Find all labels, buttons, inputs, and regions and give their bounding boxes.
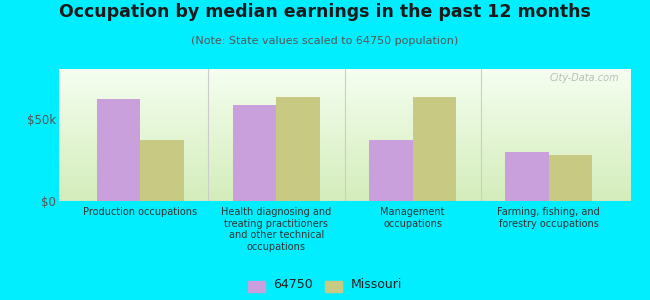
Text: Production occupations: Production occupations <box>83 207 198 217</box>
Bar <box>549 155 592 201</box>
Text: Farming, fishing, and
forestry occupations: Farming, fishing, and forestry occupatio… <box>497 207 600 229</box>
Text: City-Data.com: City-Data.com <box>549 73 619 83</box>
Text: (Note: State values scaled to 64750 population): (Note: State values scaled to 64750 popu… <box>191 36 459 46</box>
Bar <box>233 105 276 201</box>
Bar <box>505 152 549 201</box>
Text: Occupation by median earnings in the past 12 months: Occupation by median earnings in the pas… <box>59 3 591 21</box>
Bar <box>413 97 456 201</box>
Legend: 64750, Missouri: 64750, Missouri <box>248 278 402 291</box>
Bar <box>276 97 320 201</box>
Bar <box>140 140 184 201</box>
Bar <box>369 140 413 201</box>
Bar <box>97 99 140 201</box>
Text: Management
occupations: Management occupations <box>380 207 445 229</box>
Text: Health diagnosing and
treating practitioners
and other technical
occupations: Health diagnosing and treating practitio… <box>221 207 332 252</box>
